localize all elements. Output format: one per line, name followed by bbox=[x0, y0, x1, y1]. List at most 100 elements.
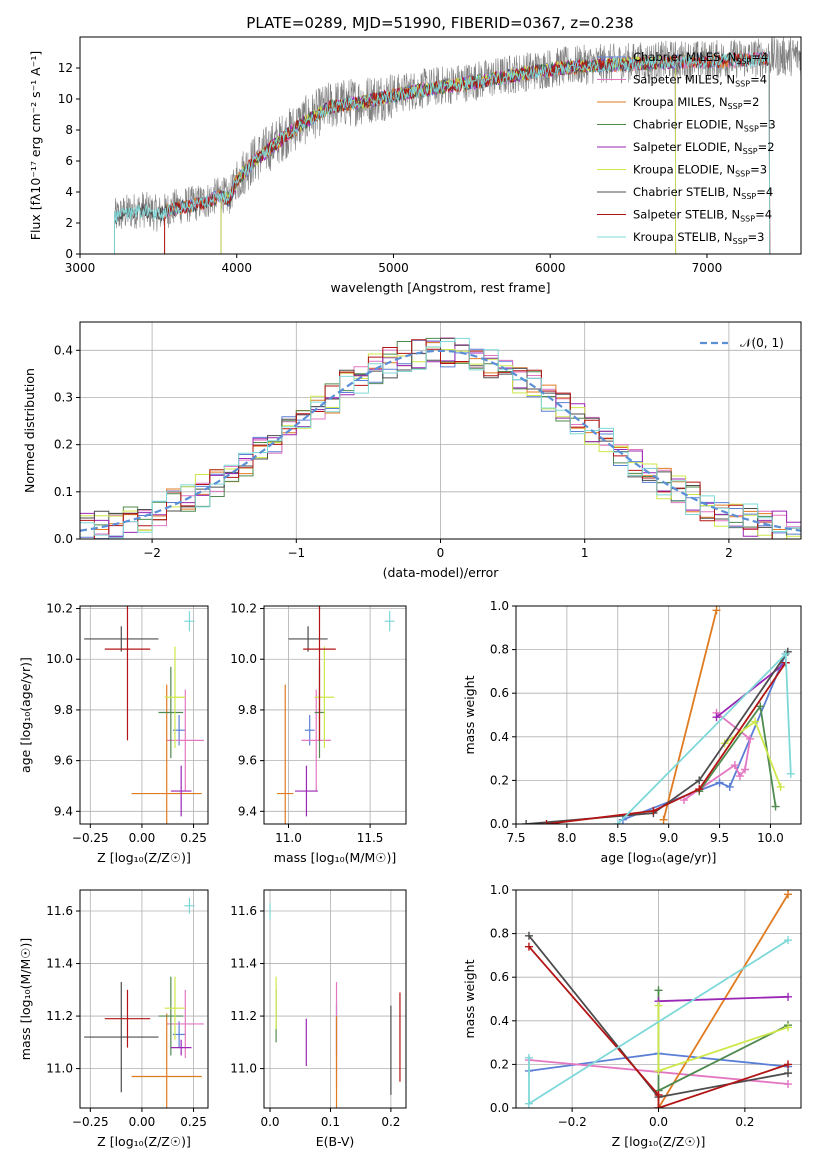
point-kroupa-miles bbox=[131, 684, 202, 824]
y-tick-label: 10.0 bbox=[230, 652, 257, 666]
legend-entry: Kroupa MILES, NSSP=2 bbox=[633, 95, 759, 111]
x-tick-label: 0.0 bbox=[260, 1115, 279, 1129]
legend-subscript: SSP bbox=[735, 80, 750, 89]
y-tick-label: 0.4 bbox=[54, 343, 73, 357]
y-tick-label: 11.4 bbox=[230, 957, 257, 971]
spectrum-plot-area bbox=[114, 37, 801, 254]
y-tick-label: 10.0 bbox=[46, 652, 73, 666]
x-axis-label: (data-model)/error bbox=[383, 565, 500, 580]
x-tick-label: 7.5 bbox=[506, 831, 525, 845]
x-tick-label: 3000 bbox=[65, 261, 96, 275]
y-tick-label: 0.2 bbox=[490, 1057, 509, 1071]
y-tick-label: 9.8 bbox=[54, 703, 73, 717]
x-tick-label: 4000 bbox=[221, 261, 252, 275]
point-salpeter-miles bbox=[166, 689, 204, 792]
residuals-panel: −2 −1 0 1 2 0.0 0.1 0.2 0.3 0.4 (data-model)/error… bbox=[22, 321, 802, 580]
legend-subscript: SSP bbox=[736, 57, 751, 66]
point-chabrier-elodie bbox=[158, 976, 184, 1056]
legend-value: =3 bbox=[750, 163, 767, 177]
point-kroupa-elodie bbox=[314, 646, 335, 748]
point-kroupa-elodie bbox=[164, 646, 186, 748]
series-marker bbox=[524, 942, 533, 951]
point-kroupa-miles bbox=[277, 684, 294, 824]
y-tick-label: 0.6 bbox=[490, 686, 509, 700]
y-tick-label: 0.4 bbox=[490, 730, 509, 744]
legend-value: =2 bbox=[743, 95, 760, 109]
series-marker bbox=[784, 890, 793, 899]
y-axis-label: mass weight bbox=[462, 675, 477, 754]
y-tick-label: 11.0 bbox=[230, 1062, 257, 1076]
series-marker bbox=[786, 769, 795, 778]
series-marker bbox=[715, 778, 724, 787]
series-marker bbox=[746, 734, 755, 743]
point-kroupa-stelib bbox=[184, 611, 195, 632]
weight_vs_age-plot-area bbox=[522, 606, 795, 824]
x-tick-label: −0.25 bbox=[72, 1115, 109, 1129]
point-salpeter-elodie bbox=[170, 765, 192, 817]
age_vs_mass-panel: 11.0 11.5 9.4 9.6 9.8 10.0 10.2 mass [log₁₀(M/M… bbox=[230, 602, 407, 865]
legend-entry: Kroupa STELIB, NSSP=3 bbox=[633, 230, 764, 246]
point-chabrier-stelib bbox=[84, 626, 159, 652]
y-tick-label: 6 bbox=[65, 154, 73, 168]
axes-frame bbox=[263, 889, 407, 1109]
y-tick-label: 11.0 bbox=[46, 1062, 73, 1076]
x-axis-label: Z [log₁₀(Z/Z☉)] bbox=[97, 850, 191, 865]
series-line bbox=[698, 703, 777, 807]
axes-frame bbox=[79, 36, 802, 255]
y-tick-label: 11.2 bbox=[46, 1009, 73, 1023]
series-kroupa-elodie bbox=[654, 1001, 793, 1075]
legend-entry: Salpeter ELODIE, NSSP=2 bbox=[633, 140, 775, 156]
point-chabrier-elodie bbox=[158, 666, 184, 759]
histogram-kroupa-stelib bbox=[80, 337, 801, 539]
series-marker bbox=[784, 1060, 793, 1069]
x-tick-label: −1 bbox=[287, 546, 305, 560]
x-tick-label: 2 bbox=[725, 546, 733, 560]
legend-subscript: SSP bbox=[740, 215, 755, 224]
y-tick-label: 11.6 bbox=[230, 904, 257, 918]
legend-value: =4 bbox=[756, 185, 773, 199]
x-tick-label: 7000 bbox=[692, 261, 723, 275]
series-line bbox=[546, 662, 787, 824]
mass_vs_ebv-panel: 0.0 0.1 0.2 11.0 11.2 11.4 11.6 E(B-V) bbox=[230, 889, 407, 1149]
model-spectrum-kroupa-stelib bbox=[114, 52, 771, 254]
y-tick-label: 0.2 bbox=[54, 438, 73, 452]
legend-normal-label: 𝒩(0, 1) bbox=[740, 336, 784, 350]
legend-label: Salpeter ELODIE, N bbox=[633, 140, 743, 154]
y-tick-label: 10.2 bbox=[230, 602, 257, 616]
legend-label: Kroupa ELODIE, N bbox=[633, 163, 735, 177]
series-marker bbox=[654, 1001, 663, 1010]
y-tick-label: 10 bbox=[58, 92, 73, 106]
y-tick-label: 9.6 bbox=[238, 754, 257, 768]
weight_vs_age-panel: 7.5 8.0 8.5 9.0 9.5 10.0 0.0 0.2 0.4 0.6 0.8 1.0 age… bbox=[462, 599, 802, 865]
y-tick-label: 0.0 bbox=[490, 1101, 509, 1115]
series-marker bbox=[784, 1023, 793, 1032]
x-tick-label: 0 bbox=[437, 546, 445, 560]
series-chabrier-stelib bbox=[522, 647, 792, 824]
legend-value: =2 bbox=[758, 140, 775, 154]
point-kroupa-stelib bbox=[384, 611, 395, 632]
x-tick-label: 8.0 bbox=[557, 831, 576, 845]
legend-value: =4 bbox=[750, 73, 767, 87]
y-tick-label: 9.6 bbox=[54, 754, 73, 768]
legend-subscript: SSP bbox=[728, 102, 743, 111]
y-tick-label: 0.6 bbox=[490, 970, 509, 984]
age_vs_Z-plot-area bbox=[84, 606, 204, 824]
x-tick-label: 0.2 bbox=[381, 1115, 400, 1129]
legend-entry: Chabrier STELIB, NSSP=4 bbox=[633, 185, 773, 201]
legend-label: Salpeter MILES, N bbox=[633, 73, 735, 87]
x-tick-label: 8.5 bbox=[608, 831, 627, 845]
x-tick-label: 0.2 bbox=[735, 1115, 754, 1129]
y-tick-label: 8 bbox=[65, 123, 73, 137]
point-salpeter-stelib bbox=[104, 606, 151, 741]
axes-frame bbox=[515, 605, 802, 825]
x-tick-label: 0.00 bbox=[129, 1115, 156, 1129]
series-marker bbox=[649, 806, 658, 815]
x-tick-label: −0.25 bbox=[72, 831, 109, 845]
series-marker bbox=[776, 782, 785, 791]
series-marker bbox=[654, 986, 663, 995]
weight_vs_Z-plot-area bbox=[524, 890, 793, 1108]
legend-subscript: SSP bbox=[741, 192, 756, 201]
legend-value: =3 bbox=[759, 118, 776, 132]
